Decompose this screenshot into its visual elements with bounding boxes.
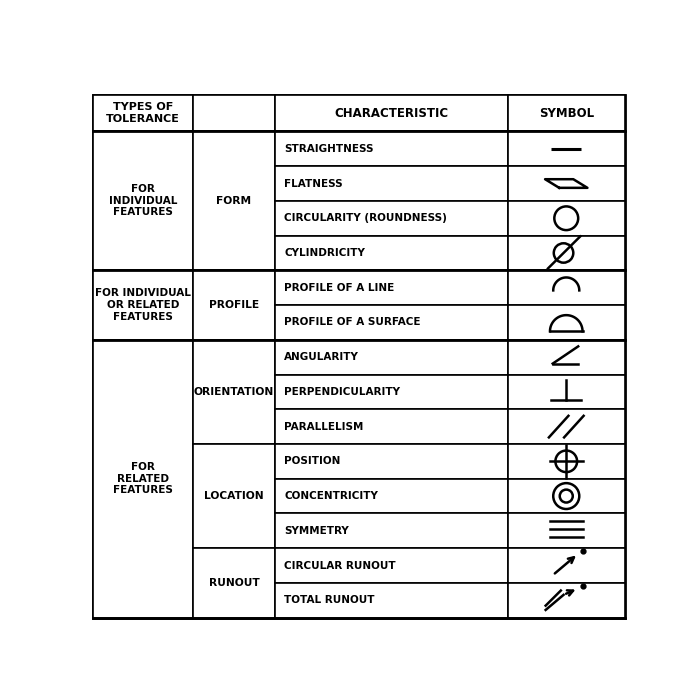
Bar xyxy=(193,444,274,548)
Text: FOR
INDIVIDUAL
FEATURES: FOR INDIVIDUAL FEATURES xyxy=(109,184,177,218)
Bar xyxy=(508,479,624,513)
Text: CONCENTRICITY: CONCENTRICITY xyxy=(284,491,378,501)
Bar xyxy=(274,548,508,583)
Bar xyxy=(508,305,624,340)
Bar xyxy=(508,270,624,305)
Bar xyxy=(274,374,508,409)
Bar xyxy=(193,94,274,132)
Bar xyxy=(508,201,624,236)
Bar xyxy=(508,236,624,270)
Text: TYPES OF
TOLERANCE: TYPES OF TOLERANCE xyxy=(106,102,180,124)
Bar xyxy=(508,410,624,444)
Bar xyxy=(274,340,508,374)
Bar xyxy=(508,340,624,374)
Text: PROFILE OF A LINE: PROFILE OF A LINE xyxy=(284,283,395,293)
Bar xyxy=(274,94,508,132)
Bar xyxy=(274,444,508,479)
Text: CHARACTERISTIC: CHARACTERISTIC xyxy=(334,106,449,120)
Bar xyxy=(274,236,508,270)
Bar xyxy=(274,201,508,236)
Bar xyxy=(508,513,624,548)
Bar xyxy=(274,583,508,617)
Bar xyxy=(193,270,274,340)
Text: ANGULARITY: ANGULARITY xyxy=(284,352,359,362)
Text: SYMMETRY: SYMMETRY xyxy=(284,526,349,536)
Bar xyxy=(193,548,274,617)
Bar xyxy=(93,340,193,617)
Bar xyxy=(274,513,508,548)
Text: PROFILE OF A SURFACE: PROFILE OF A SURFACE xyxy=(284,317,421,328)
Text: LOCATION: LOCATION xyxy=(204,491,264,501)
Text: ORIENTATION: ORIENTATION xyxy=(194,387,274,397)
Bar xyxy=(274,132,508,166)
Text: PROFILE: PROFILE xyxy=(209,300,259,310)
Bar xyxy=(93,132,193,270)
Text: TOTAL RUNOUT: TOTAL RUNOUT xyxy=(284,595,375,606)
Text: CIRCULAR RUNOUT: CIRCULAR RUNOUT xyxy=(284,561,396,570)
Bar xyxy=(274,305,508,340)
Text: SYMBOL: SYMBOL xyxy=(539,106,594,120)
Bar xyxy=(508,132,624,166)
Bar xyxy=(193,340,274,444)
Bar xyxy=(508,94,624,132)
Bar xyxy=(93,94,193,132)
Bar xyxy=(508,444,624,479)
Bar xyxy=(508,166,624,201)
Text: FOR
RELATED
FEATURES: FOR RELATED FEATURES xyxy=(113,462,173,496)
Bar xyxy=(508,583,624,617)
Text: POSITION: POSITION xyxy=(284,456,341,466)
Text: FOR INDIVIDUAL
OR RELATED
FEATURES: FOR INDIVIDUAL OR RELATED FEATURES xyxy=(95,288,191,322)
Bar xyxy=(274,166,508,201)
Bar xyxy=(274,479,508,513)
Bar xyxy=(508,374,624,409)
Bar xyxy=(193,132,274,270)
Bar xyxy=(508,548,624,583)
Text: FLATNESS: FLATNESS xyxy=(284,178,343,188)
Text: FORM: FORM xyxy=(216,196,251,206)
Bar xyxy=(93,270,193,340)
Text: STRAIGHTNESS: STRAIGHTNESS xyxy=(284,144,374,154)
Bar xyxy=(274,270,508,305)
Text: CYLINDRICITY: CYLINDRICITY xyxy=(284,248,365,258)
Text: RUNOUT: RUNOUT xyxy=(209,578,260,588)
Text: CIRCULARITY (ROUNDNESS): CIRCULARITY (ROUNDNESS) xyxy=(284,214,447,223)
Text: PERPENDICULARITY: PERPENDICULARITY xyxy=(284,387,400,397)
Text: PARALLELISM: PARALLELISM xyxy=(284,421,364,432)
Bar xyxy=(274,410,508,444)
